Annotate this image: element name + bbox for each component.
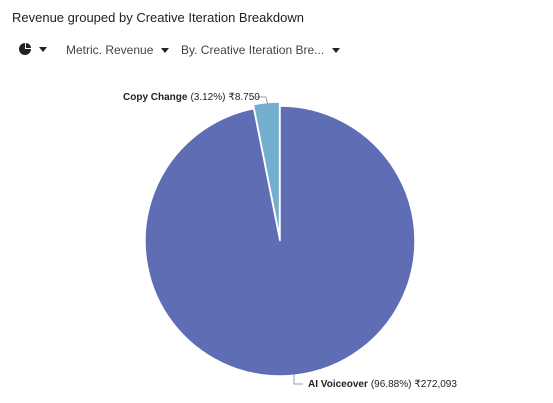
chart-type-dropdown[interactable] xyxy=(19,43,47,55)
label-category: Copy Change xyxy=(123,92,188,103)
dropdown-label: Metric. Revenue xyxy=(66,43,154,57)
slice-label: Copy Change (3.12%) ₹8.750 xyxy=(123,92,260,103)
metric-dropdown[interactable]: Metric. Revenue xyxy=(66,43,170,57)
slice-label: AI Voiceover (96.88%) ₹272,093 xyxy=(308,379,457,390)
group-by-dropdown[interactable]: By. Creative Iteration Bre... xyxy=(181,43,341,57)
label-category: AI Voiceover xyxy=(308,379,368,390)
pie-slice xyxy=(252,101,281,238)
caret xyxy=(39,46,47,52)
label-percent: (3.12%) xyxy=(190,92,225,103)
caret xyxy=(332,47,341,53)
caret xyxy=(161,47,170,53)
leader-line xyxy=(256,96,269,107)
dropdown-label: By. Creative Iteration Bre... xyxy=(181,43,325,57)
label-value: ₹8.750 xyxy=(228,92,260,103)
label-percent: (96.88%) xyxy=(371,379,412,390)
pie-icon xyxy=(19,43,31,55)
leader-line xyxy=(293,374,303,385)
chart-title: Revenue grouped by Creative Iteration Br… xyxy=(12,10,304,25)
pie-slice xyxy=(144,105,416,377)
label-value: ₹272,093 xyxy=(414,379,457,390)
